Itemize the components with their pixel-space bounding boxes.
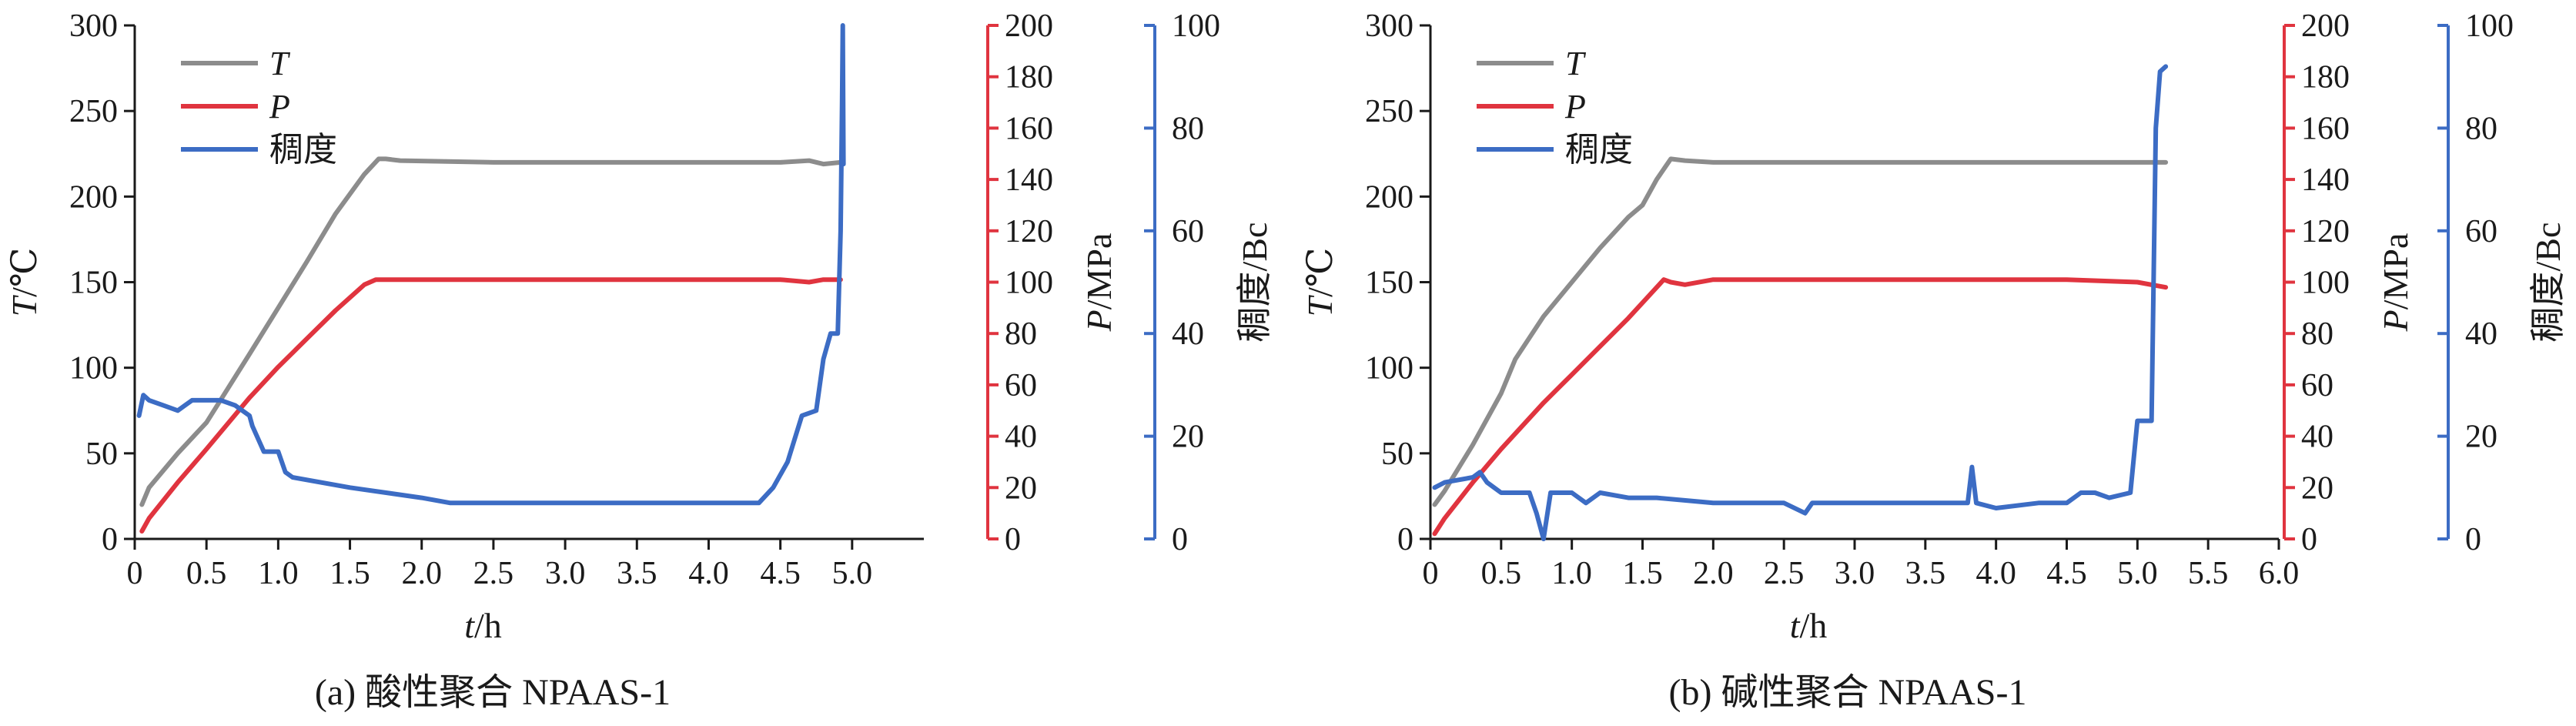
y-right1-tick-label: 200 xyxy=(2301,8,2350,44)
y-right2-tick-label: 0 xyxy=(1172,522,1188,557)
x-tick-label: 5.0 xyxy=(2117,556,2158,591)
y-right1-tick-label: 120 xyxy=(2301,214,2350,249)
y-right1-tick-label: 20 xyxy=(1005,470,1037,506)
y-right2-tick-label: 20 xyxy=(2465,420,2497,455)
y-right2-tick-label: 100 xyxy=(1172,8,1220,44)
series-line-T xyxy=(139,156,843,507)
x-tick-label: 0.5 xyxy=(186,556,227,591)
y-left-tick-label: 0 xyxy=(102,522,118,557)
y-left-tick-label: 250 xyxy=(1365,94,1413,129)
y-left-tick-label: 200 xyxy=(69,179,118,215)
x-tick-label: 4.5 xyxy=(760,556,801,591)
x-tick-label: 2.5 xyxy=(1764,556,1805,591)
y-left-tick-label: 300 xyxy=(1365,8,1413,44)
legend-label: T xyxy=(269,45,291,82)
y-left-tick-label: 50 xyxy=(85,437,118,472)
series-line-consistency xyxy=(1432,64,2169,541)
y-right2-axis-label: 稠度/Bc xyxy=(1235,222,1274,343)
y-left-tick-label: 150 xyxy=(1365,266,1413,301)
y-right2-tick-label: 40 xyxy=(2465,316,2497,352)
x-tick-label: 2.0 xyxy=(401,556,442,591)
y-right1-tick-label: 40 xyxy=(1005,420,1037,455)
y-left-axis-label: T/℃ xyxy=(5,248,44,317)
y-right2-tick-label: 60 xyxy=(1172,214,1204,249)
y-right1-tick-label: 60 xyxy=(1005,368,1037,403)
y-right2-tick-label: 80 xyxy=(2465,111,2497,146)
y-right2-tick-label: 60 xyxy=(2465,214,2497,249)
y-right2-tick-label: 80 xyxy=(1172,111,1204,146)
legend-label: P xyxy=(269,88,290,125)
x-tick-label: 1.0 xyxy=(1551,556,1592,591)
y-right1-tick-label: 120 xyxy=(1005,214,1053,249)
y-left-tick-label: 250 xyxy=(69,94,118,129)
x-axis-label: t/h xyxy=(1790,606,1828,645)
y-right1-tick-label: 60 xyxy=(2301,368,2333,403)
y-right1-tick-label: 180 xyxy=(1005,60,1053,95)
y-right1-tick-label: 20 xyxy=(2301,470,2333,506)
y-left-tick-label: 0 xyxy=(1397,522,1413,557)
x-tick-label: 4.0 xyxy=(1975,556,2016,591)
x-tick-label: 3.5 xyxy=(617,556,657,591)
legend-label: P xyxy=(1564,88,1586,125)
legend-label: 稠度 xyxy=(1565,131,1633,169)
x-tick-label: 3.0 xyxy=(545,556,586,591)
y-right1-tick-label: 40 xyxy=(2301,420,2333,455)
series-line-consistency xyxy=(136,23,846,506)
x-tick-label: 0.5 xyxy=(1481,556,1522,591)
legend-label: T xyxy=(1565,45,1587,82)
y-right1-tick-label: 80 xyxy=(2301,316,2333,352)
series-line-T xyxy=(1432,156,2169,507)
y-right1-tick-label: 100 xyxy=(1005,266,1053,301)
x-tick-label: 5.0 xyxy=(832,556,873,591)
y-left-tick-label: 100 xyxy=(69,351,118,386)
y-right1-tick-label: 160 xyxy=(2301,111,2350,146)
y-right2-tick-label: 0 xyxy=(2465,522,2481,557)
y-right1-tick-label: 0 xyxy=(2301,522,2317,557)
y-right1-tick-label: 100 xyxy=(2301,266,2350,301)
y-right1-tick-label: 80 xyxy=(1005,316,1037,352)
y-right1-axis-label: P/MPa xyxy=(2376,233,2415,333)
legend-label: 稠度 xyxy=(269,131,337,169)
y-right2-tick-label: 20 xyxy=(1172,420,1204,455)
series-line-P xyxy=(1432,277,2169,537)
x-tick-label: 0 xyxy=(1423,556,1439,591)
y-left-tick-label: 300 xyxy=(69,8,118,44)
y-right2-axis-label: 稠度/Bc xyxy=(2528,222,2568,343)
x-tick-label: 2.5 xyxy=(473,556,514,591)
y-right1-tick-label: 0 xyxy=(1005,522,1021,557)
y-right1-tick-label: 160 xyxy=(1005,111,1053,146)
x-tick-label: 4.5 xyxy=(2046,556,2087,591)
x-axis-label: t/h xyxy=(464,606,502,645)
y-left-axis-label: T/℃ xyxy=(1300,248,1340,317)
y-right2-tick-label: 40 xyxy=(1172,316,1204,352)
y-right1-tick-label: 140 xyxy=(2301,162,2350,198)
y-right1-tick-label: 180 xyxy=(2301,60,2350,95)
y-right1-tick-label: 140 xyxy=(1005,162,1053,198)
x-tick-label: 6.0 xyxy=(2259,556,2300,591)
x-tick-label: 1.5 xyxy=(1622,556,1663,591)
y-right1-axis-label: P/MPa xyxy=(1079,233,1119,333)
x-tick-label: 3.5 xyxy=(1905,556,1946,591)
x-tick-label: 2.0 xyxy=(1693,556,1734,591)
figure-caption: (a) 酸性聚合 NPAAS-1 xyxy=(315,672,671,713)
y-left-tick-label: 200 xyxy=(1365,179,1413,215)
x-tick-label: 1.5 xyxy=(330,556,370,591)
y-left-tick-label: 100 xyxy=(1365,351,1413,386)
y-left-tick-label: 150 xyxy=(69,266,118,301)
series-line-P xyxy=(139,277,843,534)
x-tick-label: 3.0 xyxy=(1835,556,1875,591)
y-right1-tick-label: 200 xyxy=(1005,8,1053,44)
x-tick-label: 5.5 xyxy=(2188,556,2229,591)
y-right2-tick-label: 100 xyxy=(2465,8,2514,44)
y-left-tick-label: 50 xyxy=(1381,437,1413,472)
x-tick-label: 1.0 xyxy=(258,556,299,591)
x-tick-label: 4.0 xyxy=(688,556,729,591)
x-tick-label: 0 xyxy=(127,556,143,591)
figure-caption: (b) 碱性聚合 NPAAS-1 xyxy=(1669,672,2027,713)
